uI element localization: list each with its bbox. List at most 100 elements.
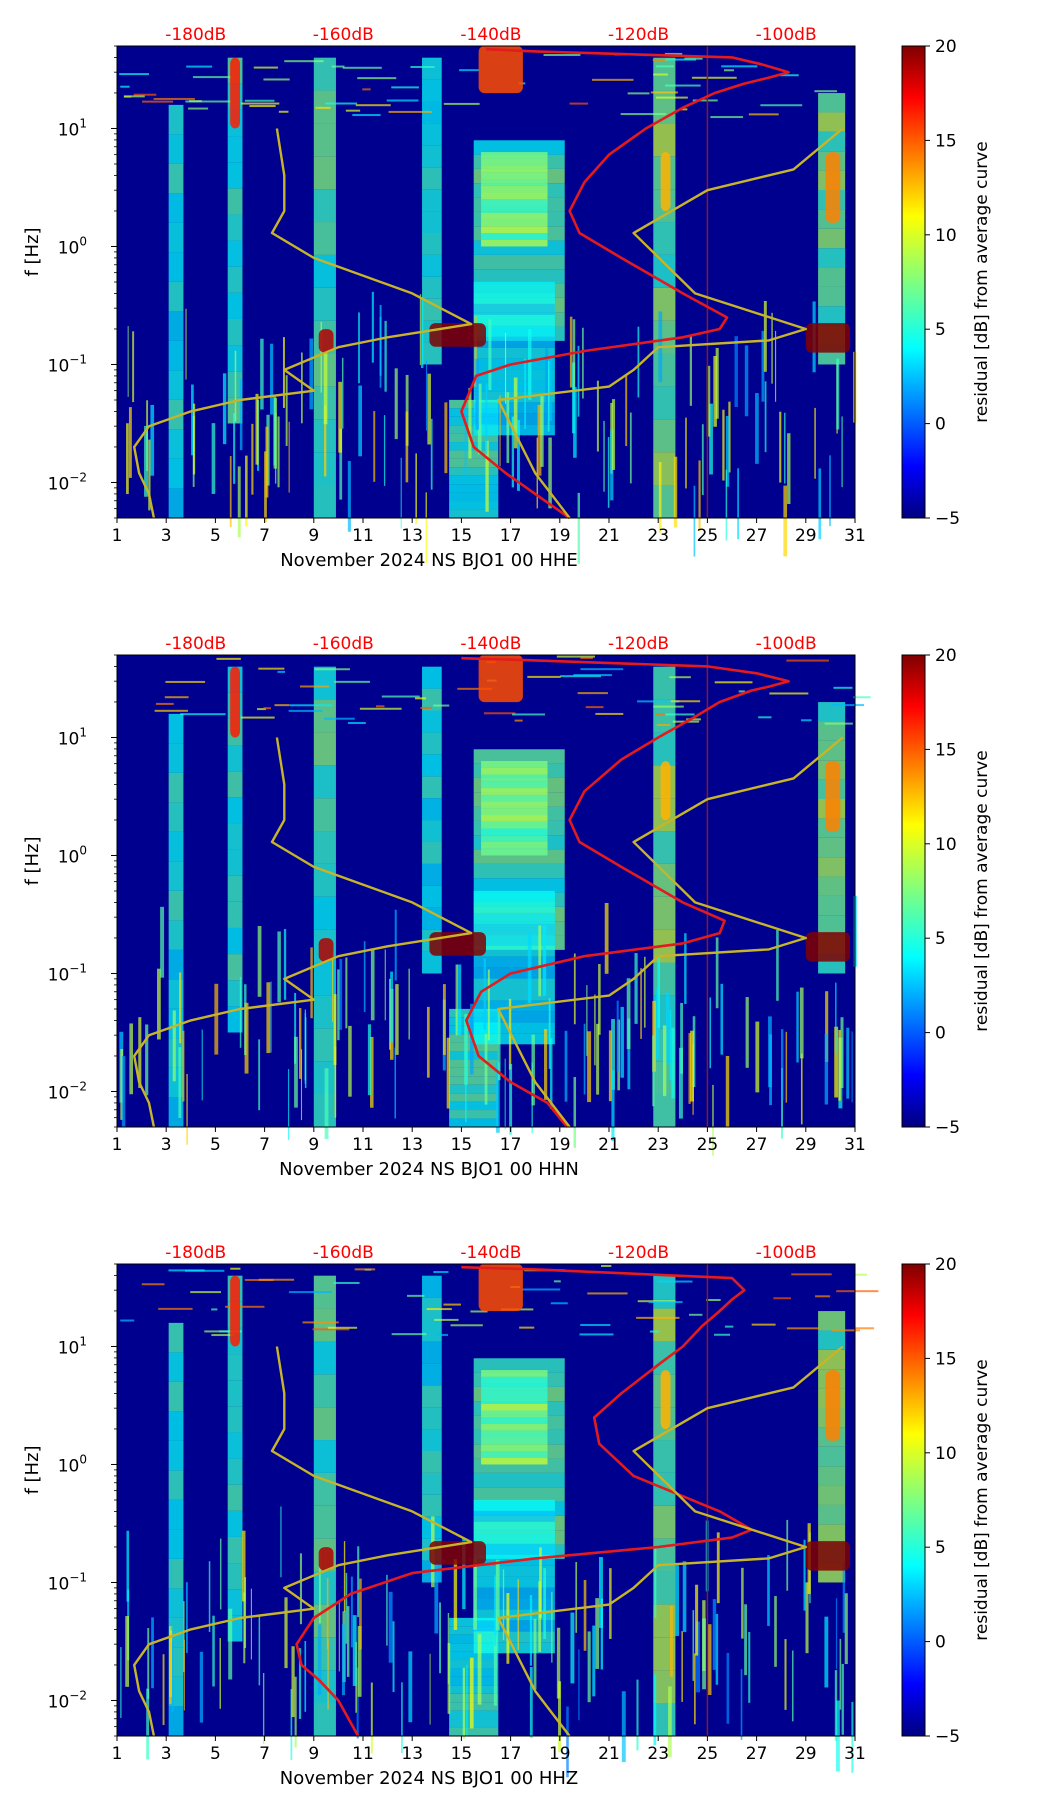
heatmap-noise <box>391 86 419 89</box>
heatmap-band <box>422 732 442 755</box>
heatmap-noise <box>190 1291 222 1294</box>
heatmap-streak <box>201 1029 203 1101</box>
heatmap-noise <box>670 700 701 703</box>
heatmap-streak <box>357 1626 362 1697</box>
heatmap-streak <box>695 1584 699 1656</box>
heatmap-noise <box>627 92 650 95</box>
heatmap-band <box>473 254 565 270</box>
heatmap-band <box>422 1407 442 1430</box>
heatmap-noise <box>355 104 391 107</box>
heatmap-band <box>227 797 243 824</box>
y-tick-label: 101 <box>58 1334 87 1358</box>
heatmap-streak <box>347 460 351 532</box>
heatmap-streak <box>444 402 448 474</box>
heatmap-band <box>168 488 184 518</box>
heatmap-streak <box>384 320 387 392</box>
heatmap-noise <box>211 1308 218 1311</box>
heatmap-noise <box>714 681 753 684</box>
heatmap-streak <box>300 1049 303 1121</box>
heatmap-hotspot <box>478 654 523 703</box>
heatmap-noise <box>258 1278 295 1281</box>
heatmap-noise <box>691 76 737 79</box>
heatmap-streak <box>429 1653 431 1725</box>
heatmap-band <box>422 1275 442 1298</box>
colorbar-tick-label: 15 <box>935 740 957 760</box>
top-db-label: -160dB <box>313 25 374 45</box>
top-db-label: -100dB <box>756 634 817 654</box>
heatmap-band <box>818 112 846 132</box>
heatmap-noise <box>352 114 381 117</box>
heatmap-streak <box>395 984 399 1055</box>
heatmap-band <box>473 325 555 337</box>
heatmap-streak <box>373 411 376 482</box>
heatmap-streak <box>162 1654 165 1726</box>
heatmap-streak <box>688 1033 691 1104</box>
heatmap-streak <box>285 375 288 446</box>
heatmap-band <box>473 749 565 764</box>
heatmap-band <box>473 890 555 902</box>
heatmap-band <box>422 754 442 777</box>
heatmap-streak <box>465 1051 467 1123</box>
heatmap-hotspot <box>805 1541 851 1571</box>
heatmap-streak <box>346 1606 350 1677</box>
heatmap-streak <box>701 424 704 496</box>
heatmap-streak <box>505 332 507 404</box>
heatmap-band <box>818 895 846 916</box>
heatmap-streak <box>603 420 605 492</box>
heatmap-band <box>473 1576 555 1588</box>
heatmap-streak <box>805 1582 809 1654</box>
heatmap-band <box>653 353 676 387</box>
x-tick-label: 9 <box>308 1135 319 1155</box>
heatmap-streak <box>357 1546 360 1618</box>
heatmap-band <box>818 131 846 152</box>
heatmap-noise <box>665 58 696 61</box>
heatmap-noise <box>773 1297 791 1300</box>
heatmap-streak <box>779 411 782 483</box>
heatmap-streak <box>466 1664 468 1736</box>
heatmap-hotspot <box>825 761 841 832</box>
colorbar-tick-label: 5 <box>935 929 946 949</box>
colorbar-gradient <box>901 45 926 519</box>
heatmap-streak <box>682 1561 687 1633</box>
heatmap-streak <box>147 1628 150 1699</box>
heatmap-band <box>422 123 442 146</box>
heatmap-band <box>422 1385 442 1408</box>
heatmap-streak <box>713 355 717 427</box>
heatmap-streak <box>250 1588 252 1660</box>
heatmap-streak <box>737 468 740 540</box>
heatmap-noise <box>527 675 561 678</box>
heatmap-noise <box>550 1302 568 1305</box>
heatmap-noise <box>342 66 382 69</box>
heatmap-streak <box>851 1701 854 1773</box>
heatmap-streak <box>540 396 544 467</box>
heatmap-streak <box>121 1056 126 1127</box>
heatmap-band <box>481 226 548 233</box>
heatmap-noise <box>721 65 758 68</box>
heatmap-streak <box>129 1023 134 1095</box>
heatmap-band <box>227 954 243 981</box>
heatmap-streak <box>284 1597 288 1669</box>
heatmap-noise <box>573 674 612 677</box>
heatmap-noise <box>154 709 188 712</box>
heatmap-streak <box>644 956 646 1028</box>
heatmap-streak <box>712 1084 714 1156</box>
heatmap-band <box>473 1532 555 1544</box>
heatmap-band <box>481 185 548 193</box>
heatmap-hotspot <box>318 938 334 962</box>
heatmap-streak <box>620 1006 624 1078</box>
colorbar-label: residual [dB] from average curve <box>972 750 992 1031</box>
heatmap-streak <box>462 1667 466 1739</box>
heatmap-streak <box>363 941 366 1013</box>
heatmap-streak <box>332 951 334 1022</box>
heatmap-streak <box>298 1648 302 1719</box>
heatmap-band <box>313 287 336 321</box>
heatmap-streak <box>692 1610 695 1681</box>
heatmap-streak <box>345 957 348 1029</box>
heatmap-streak <box>621 1691 626 1763</box>
heatmap-band <box>653 699 676 733</box>
heatmap-band <box>227 1484 243 1511</box>
heatmap-noise <box>831 1329 860 1332</box>
heatmap-streak <box>370 1682 373 1754</box>
heatmap-streak <box>610 429 614 501</box>
